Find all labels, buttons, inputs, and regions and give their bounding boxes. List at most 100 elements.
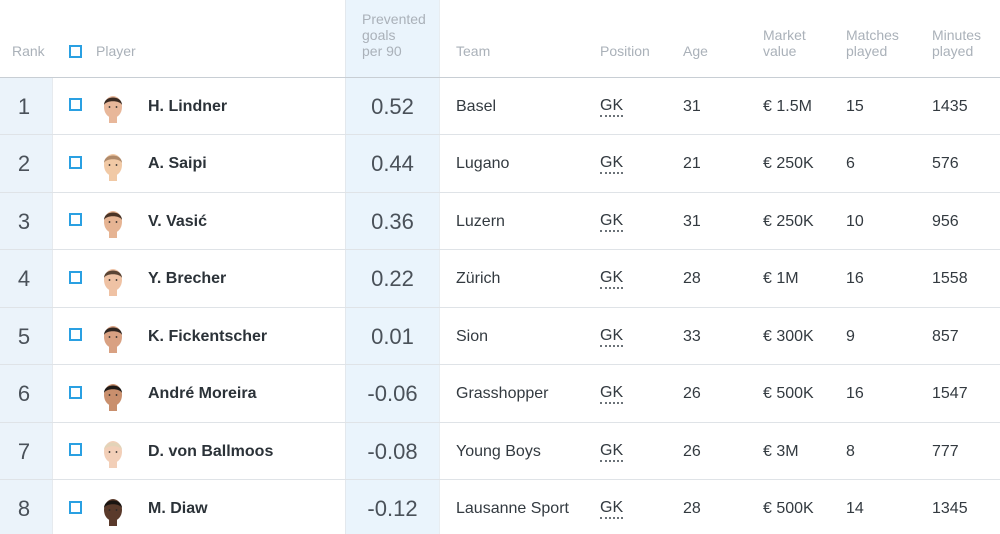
metric-column-shading: [346, 0, 439, 534]
table-header: Rank Player Prevented goals per 90 Team …: [0, 0, 1000, 78]
position-abbreviation[interactable]: GK: [600, 384, 624, 404]
row-select-checkbox[interactable]: [69, 443, 82, 456]
prevented-goals-value: -0.06: [367, 381, 418, 406]
team-name[interactable]: Young Boys: [456, 442, 541, 460]
matches-played-cell: 16: [846, 385, 864, 402]
position-cell: GK: [600, 251, 624, 308]
position-abbreviation[interactable]: GK: [600, 327, 624, 347]
prevented-goals-value: -0.08: [367, 438, 418, 464]
player-name[interactable]: André Moreira: [148, 385, 257, 402]
market-value-cell: € 250K: [763, 155, 814, 172]
matches-played-cell: 6: [846, 155, 855, 172]
player-avatar-icon: [104, 153, 122, 181]
table-row[interactable]: 1 H. Lindner 0.52 Basel GK 31 € 1.5M 15 1435: [0, 78, 1000, 135]
table-row[interactable]: 7 D. von Ballmoos -0.08 Young Boys GK 26 € 3M 8…: [0, 423, 1000, 480]
header-team[interactable]: Team: [456, 43, 491, 59]
rank-cell: 3: [17, 208, 31, 234]
matches-played-cell: 9: [846, 327, 855, 345]
matches-played-cell: 15: [846, 97, 864, 115]
player-name[interactable]: K. Fickentscher: [148, 327, 268, 345]
market-value-cell: € 500K: [763, 385, 814, 402]
row-select-checkbox[interactable]: [69, 98, 82, 111]
age-cell: 31: [683, 212, 701, 230]
row-select-checkbox[interactable]: [69, 500, 82, 514]
rank-cell: 5: [17, 323, 31, 349]
position-abbreviation[interactable]: GK: [600, 154, 624, 174]
player-name[interactable]: H. Lindner: [148, 97, 228, 115]
rank-cell: 1: [17, 93, 31, 119]
position-abbreviation[interactable]: GK: [600, 212, 624, 232]
metric-column-right-divider: [439, 0, 440, 534]
team-name[interactable]: Lugano: [456, 155, 510, 172]
rank-cell: 7: [17, 438, 31, 464]
rank-cell: 4: [17, 266, 31, 291]
metric-column-left-divider: [345, 0, 346, 534]
row-select-checkbox[interactable]: [69, 270, 82, 284]
header-matches-played[interactable]: Matches played: [846, 27, 899, 59]
rank-cell: 2: [17, 151, 31, 176]
player-name[interactable]: Y. Brecher: [148, 270, 227, 287]
row-select-checkbox[interactable]: [69, 155, 82, 169]
table-row[interactable]: 8 M. Diaw -0.12 Lausanne Sport GK 28 € 500K 14 1…: [0, 481, 1000, 534]
age-cell: 26: [683, 442, 701, 460]
position-abbreviation[interactable]: GK: [600, 499, 624, 519]
player-avatar-icon: [104, 96, 122, 123]
minutes-played-cell: 1345: [932, 500, 968, 517]
header-rank[interactable]: Rank: [12, 43, 45, 59]
team-name[interactable]: Basel: [456, 97, 497, 115]
matches-played-cell: 16: [846, 270, 864, 287]
table-row[interactable]: 4 Y. Brecher 0.22 Zürich GK 28 € 1M 16 1558: [0, 251, 1000, 308]
header-player[interactable]: Player: [96, 43, 136, 59]
minutes-played-cell: 1558: [932, 270, 968, 287]
player-name[interactable]: D. von Ballmoos: [148, 442, 274, 460]
table-row[interactable]: 2 A. Saipi 0.44 Lugano GK 21 € 250K 6 576: [0, 136, 1000, 193]
minutes-played-cell: 857: [932, 327, 959, 345]
prevented-goals-value: -0.12: [367, 496, 418, 521]
age-cell: 28: [683, 500, 701, 517]
player-name[interactable]: M. Diaw: [148, 500, 208, 517]
player-name[interactable]: A. Saipi: [148, 155, 207, 172]
position-cell: GK: [600, 366, 624, 423]
header-minutes-played[interactable]: Minutes played: [932, 27, 982, 59]
minutes-played-cell: 1435: [932, 97, 968, 115]
position-cell: GK: [600, 136, 624, 193]
matches-played-cell: 10: [846, 212, 864, 230]
header-market-value[interactable]: Market value: [763, 27, 806, 59]
age-cell: 26: [683, 385, 701, 402]
age-cell: 33: [683, 327, 701, 345]
header-age[interactable]: Age: [683, 43, 708, 59]
player-avatar-icon: [104, 441, 122, 468]
position-abbreviation[interactable]: GK: [600, 269, 624, 289]
header-position[interactable]: Position: [600, 43, 650, 59]
team-name[interactable]: Lausanne Sport: [456, 500, 569, 517]
player-avatar-icon: [104, 211, 122, 238]
select-all-checkbox[interactable]: [69, 45, 82, 58]
row-select-checkbox[interactable]: [69, 213, 82, 226]
market-value-cell: € 1.5M: [763, 97, 812, 115]
matches-played-cell: 8: [846, 442, 855, 460]
table-row[interactable]: 3 V. Vasić 0.36 Luzern GK 31 € 250K 10 956: [0, 193, 1000, 250]
row-select-checkbox[interactable]: [69, 328, 82, 341]
position-abbreviation[interactable]: GK: [600, 97, 624, 117]
minutes-played-cell: 777: [932, 442, 959, 460]
team-name[interactable]: Grasshopper: [456, 385, 549, 402]
minutes-played-cell: 956: [932, 212, 959, 230]
prevented-goals-value: 0.22: [371, 266, 414, 291]
age-cell: 21: [683, 155, 701, 172]
header-prevented-goals[interactable]: Prevented goals per 90: [362, 11, 426, 59]
row-select-checkbox[interactable]: [69, 385, 82, 399]
age-cell: 31: [683, 97, 701, 115]
player-avatar-icon: [104, 326, 122, 353]
position-abbreviation[interactable]: GK: [600, 442, 624, 462]
team-name[interactable]: Zürich: [456, 270, 501, 287]
market-value-cell: € 3M: [763, 442, 799, 460]
market-value-cell: € 250K: [763, 212, 814, 230]
table-row[interactable]: 6 André Moreira -0.06 Grasshopper GK 26 € 500K…: [0, 366, 1000, 423]
team-name[interactable]: Luzern: [456, 212, 505, 230]
team-name[interactable]: Sion: [456, 327, 489, 345]
matches-played-cell: 14: [846, 500, 864, 517]
player-name[interactable]: V. Vasić: [148, 212, 208, 230]
table-row[interactable]: 5 K. Fickentscher 0.01 Sion GK 33 € 300K 9 857: [0, 308, 1000, 365]
age-cell: 28: [683, 270, 701, 287]
